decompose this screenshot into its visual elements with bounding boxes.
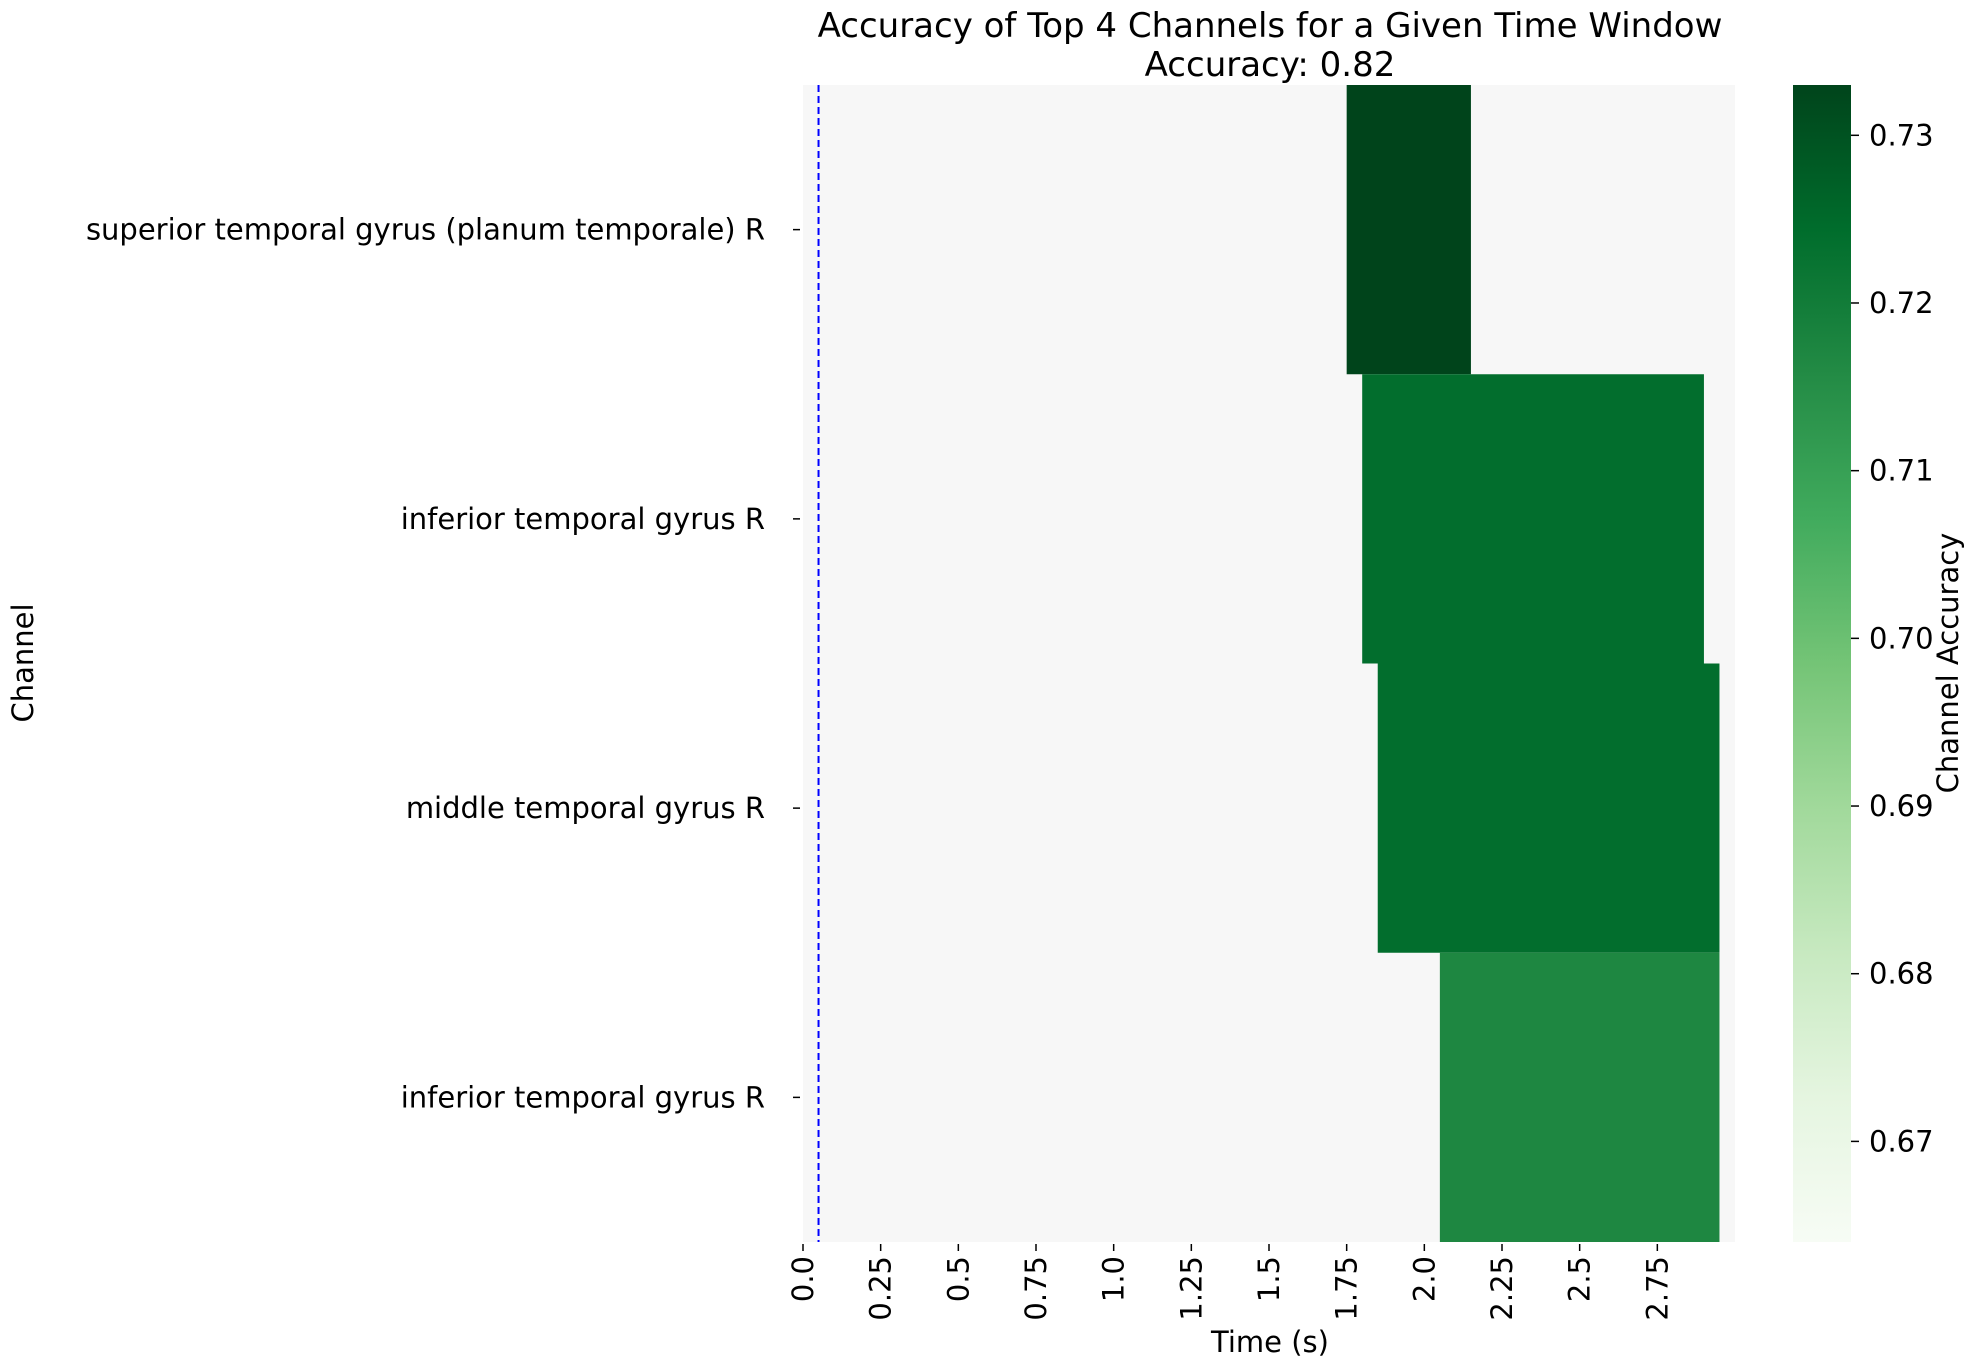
heatmap-cell <box>1439 952 1720 1242</box>
x-tick-label: 2.75 <box>1640 1256 1674 1321</box>
colorbar-tick-label: 0.70 <box>1869 621 1934 655</box>
x-tick-label: 0.25 <box>864 1256 898 1321</box>
y-tick-label: inferior temporal gyrus R <box>401 1080 765 1114</box>
x-tick-label: 2.25 <box>1485 1256 1519 1321</box>
colorbar-tick-label: 0.68 <box>1869 957 1934 991</box>
heatmap-cell <box>1362 374 1704 664</box>
colorbar <box>1793 85 1851 1242</box>
colorbar-label: Channel Accuracy <box>1931 533 1965 794</box>
y-tick-label: middle temporal gyrus R <box>406 791 765 825</box>
colorbar-tick-label: 0.72 <box>1869 286 1934 320</box>
y-axis-label: Channel <box>6 603 40 722</box>
x-tick-label: 2.0 <box>1407 1256 1441 1302</box>
x-tick-label: 1.75 <box>1330 1256 1364 1321</box>
x-tick-label: 0.5 <box>941 1256 975 1302</box>
colorbar-tick-label: 0.71 <box>1869 454 1934 488</box>
x-tick-label: 0.75 <box>1019 1256 1053 1321</box>
colorbar-axis: 0.67 0.68 0.69 0.70 0.71 0.72 0.73 <box>1851 118 1934 1158</box>
y-tick-label: inferior temporal gyrus R <box>401 502 765 536</box>
heatmap-cells <box>1346 85 1720 1242</box>
heatmap-cell <box>1377 663 1720 953</box>
x-axis-label: Time (s) <box>1210 1325 1329 1359</box>
x-tick-label: 1.25 <box>1174 1256 1208 1321</box>
x-tick-label: 0.0 <box>786 1256 820 1302</box>
x-tick-label: 1.0 <box>1097 1256 1131 1302</box>
chart-subtitle: Accuracy: 0.82 <box>1145 45 1396 85</box>
heatmap-cell <box>1346 85 1471 375</box>
chart-title: Accuracy of Top 4 Channels for a Given T… <box>818 6 1723 46</box>
y-axis: superior temporal gyrus (planum temporal… <box>86 213 800 1114</box>
y-tick-label: superior temporal gyrus (planum temporal… <box>86 213 765 247</box>
colorbar-tick-label: 0.67 <box>1869 1124 1934 1158</box>
colorbar-tick-label: 0.73 <box>1869 118 1934 152</box>
colorbar-tick-label: 0.69 <box>1869 789 1934 823</box>
x-tick-label: 2.5 <box>1563 1256 1597 1302</box>
x-axis: 0.0 0.25 0.5 0.75 1.0 1.25 1.5 1.75 2.0 2.25 2.5 2.… <box>786 1244 1674 1321</box>
x-tick-label: 1.5 <box>1252 1256 1286 1302</box>
